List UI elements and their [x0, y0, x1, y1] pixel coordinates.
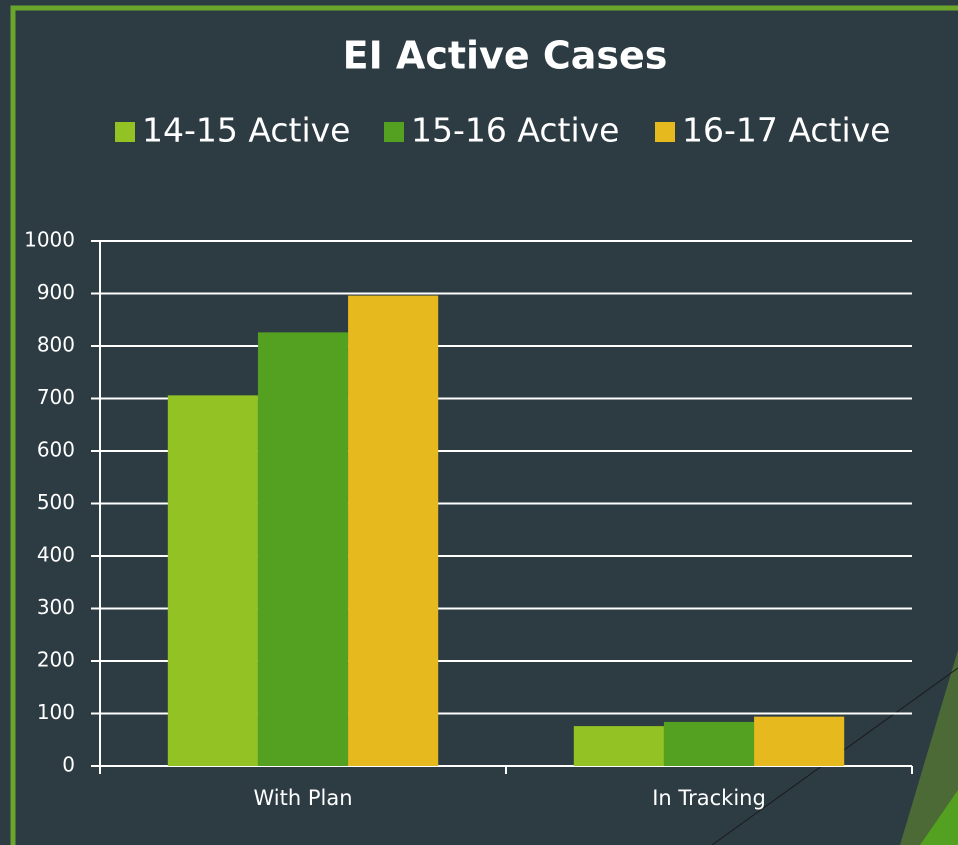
legend-swatch — [655, 122, 675, 142]
legend-swatch — [115, 122, 135, 142]
y-tick-label: 100 — [37, 700, 75, 724]
y-tick-label: 900 — [37, 280, 75, 304]
legend-label: 15-16 Active — [411, 111, 619, 150]
legend-label: 16-17 Active — [682, 111, 890, 150]
y-tick-label: 400 — [37, 543, 75, 567]
x-tick-label: With Plan — [253, 786, 352, 810]
legend-swatch — [384, 122, 404, 142]
bar — [348, 295, 439, 766]
y-tick-label: 300 — [37, 595, 75, 619]
y-tick-label: 800 — [37, 333, 75, 357]
x-tick-label: In Tracking — [652, 786, 766, 810]
bar — [573, 726, 664, 766]
frame — [10, 5, 958, 845]
bar — [754, 716, 845, 766]
legend-label: 14-15 Active — [142, 111, 350, 150]
y-tick-label: 600 — [37, 438, 75, 462]
y-tick-label: 0 — [62, 753, 75, 777]
bar — [257, 332, 349, 766]
y-tick-label: 500 — [37, 490, 75, 514]
decor — [900, 650, 958, 845]
y-tick-label: 700 — [37, 385, 75, 409]
bar — [167, 395, 258, 766]
bar — [663, 721, 755, 766]
y-tick-label: 1000 — [24, 228, 75, 252]
y-tick-label: 200 — [37, 648, 75, 672]
chart-title: EI Active Cases — [343, 34, 668, 78]
decor — [920, 790, 958, 845]
